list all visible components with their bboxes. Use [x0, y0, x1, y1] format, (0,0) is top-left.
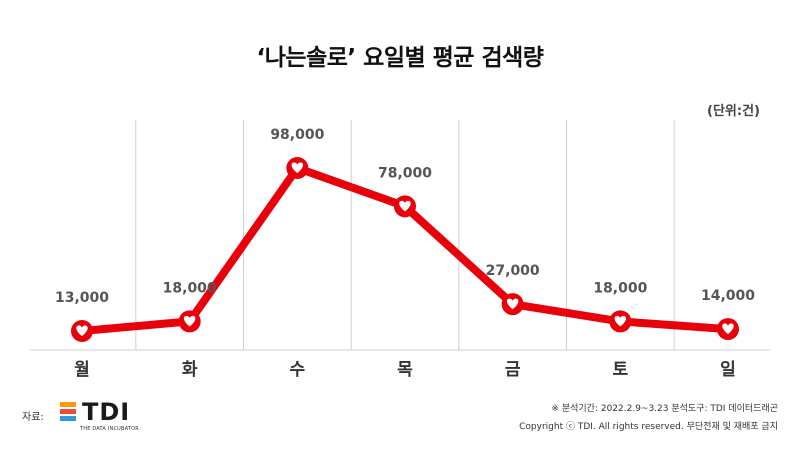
gridlines — [30, 120, 770, 351]
x-tick-label: 토 — [613, 360, 629, 380]
x-tick-label: 화 — [182, 360, 198, 380]
heart-icon — [614, 315, 627, 327]
data-label: 18,000 — [163, 280, 217, 296]
data-point-marker — [178, 310, 201, 333]
heart-icon — [722, 323, 734, 335]
heart-icon — [291, 162, 304, 174]
chart-title: ‘나는솔로’ 요일별 평균 검색량 — [256, 45, 544, 71]
series-line-layer — [78, 164, 732, 335]
heart-icon — [76, 325, 88, 337]
data-label: 14,000 — [701, 288, 755, 304]
logo-subtext: THE DATA INCUBATOR — [80, 426, 139, 432]
heart-icon — [183, 315, 196, 327]
x-tick-label: 수 — [290, 360, 306, 380]
tdi-logo — [60, 402, 76, 421]
heart-icon — [399, 200, 411, 212]
data-label: 98,000 — [270, 127, 324, 143]
data-label: 13,000 — [55, 290, 109, 306]
data-label: 78,000 — [378, 165, 432, 181]
line-chart: 13,000 18,000 98,000 78,000 27,000 18,000 14,0… — [30, 120, 770, 380]
unit-note: (단위:건) — [707, 104, 760, 119]
x-tick-label: 월 — [74, 360, 90, 380]
data-label: 27,000 — [486, 263, 540, 279]
data-point-marker — [286, 157, 309, 179]
x-tick-label: 목 — [397, 360, 413, 380]
data-label: 18,000 — [593, 280, 647, 296]
markers — [71, 157, 739, 342]
analysis-note: ※ 분석기간: 2022.2.9~3.23 분석도구: TDI 데이터드래곤 — [551, 404, 778, 414]
data-point-marker — [71, 320, 93, 342]
data-labels: 13,000 18,000 98,000 78,000 27,000 18,000 14,0… — [55, 127, 755, 306]
data-point-marker — [609, 310, 632, 333]
data-point-marker — [501, 293, 524, 316]
source-label: 자료: — [22, 412, 44, 423]
logo-text: TDI — [82, 398, 131, 426]
x-tick-label: 금 — [505, 360, 521, 380]
heart-icon — [506, 298, 519, 310]
data-point-marker — [394, 195, 416, 218]
data-point-marker — [717, 318, 739, 341]
series-line — [78, 164, 732, 335]
copyright: Copyright ⓒ TDI. All rights reserved. 무단… — [519, 422, 778, 432]
x-tick-label: 일 — [720, 360, 736, 380]
